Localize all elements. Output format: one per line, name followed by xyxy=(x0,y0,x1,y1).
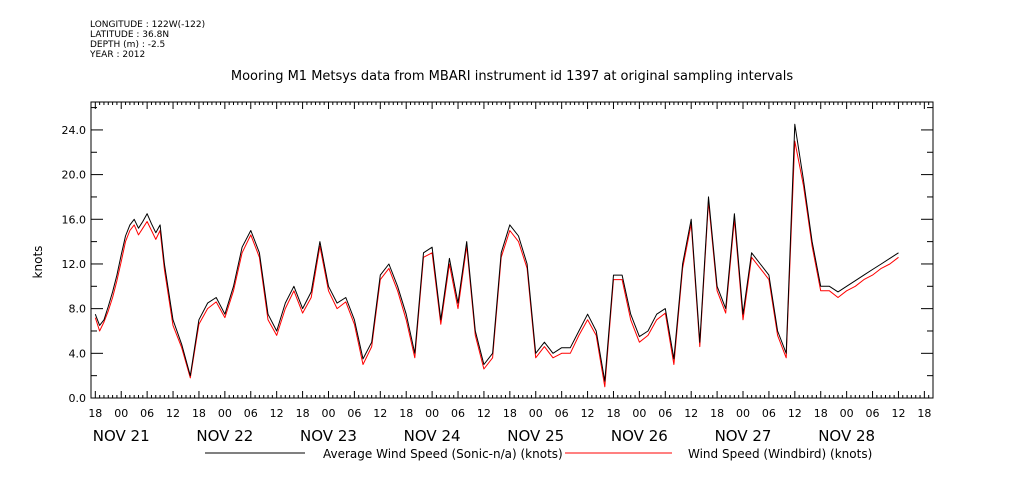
longitude-label: LONGITUDE : 122W(-122) xyxy=(90,20,206,30)
x-hour-tick-label: 18 xyxy=(814,407,828,420)
x-hour-tick-label: 12 xyxy=(891,407,905,420)
station-metadata: LONGITUDE : 122W(-122) LATITUDE : 36.8N … xyxy=(90,20,205,60)
x-hour-tick-label: 12 xyxy=(373,407,387,420)
x-hour-tick-label: 06 xyxy=(555,407,569,420)
x-hour-tick-label: 12 xyxy=(270,407,284,420)
y-tick-label: 16.0 xyxy=(62,213,87,226)
plot-frame xyxy=(90,101,934,399)
x-hour-tick-label: 06 xyxy=(347,407,361,420)
x-hour-tick-label: 00 xyxy=(632,407,646,420)
series-layer xyxy=(94,123,899,388)
x-hour-tick-label: 12 xyxy=(477,407,491,420)
x-hour-tick-label: 00 xyxy=(114,407,128,420)
x-day-tick-label: NOV 24 xyxy=(404,427,461,445)
x-day-tick-label: NOV 21 xyxy=(93,427,150,445)
x-hour-tick-label: 00 xyxy=(425,407,439,420)
y-tick-label: 8.0 xyxy=(69,303,87,316)
y-tick-label: 24.0 xyxy=(62,124,87,137)
x-hour-tick-label: 12 xyxy=(166,407,180,420)
y-tick-label: 20.0 xyxy=(62,169,87,182)
x-hour-tick-label: 00 xyxy=(736,407,750,420)
legend-label-average: Average Wind Speed (Sonic-n/a) (knots) xyxy=(323,447,563,461)
x-hour-tick-label: 18 xyxy=(606,407,620,420)
x-hour-tick-label: 06 xyxy=(866,407,880,420)
x-hour-tick-label: 18 xyxy=(710,407,724,420)
latitude-label: LATITUDE : 36.8N xyxy=(90,30,170,40)
x-hour-tick-label: 12 xyxy=(788,407,802,420)
x-hour-tick-label: 00 xyxy=(321,407,335,420)
x-day-tick-label: NOV 26 xyxy=(611,427,668,445)
x-day-tick-label: NOV 23 xyxy=(300,427,357,445)
x-day-tick-label: NOV 25 xyxy=(507,427,564,445)
x-hour-tick-label: 18 xyxy=(296,407,310,420)
x-day-tick-label: NOV 27 xyxy=(715,427,772,445)
x-hour-tick-label: 18 xyxy=(503,407,517,420)
x-hour-tick-label: 18 xyxy=(917,407,931,420)
y-tick-label: 12.0 xyxy=(62,258,87,271)
x-hour-tick-label: 18 xyxy=(399,407,413,420)
x-day-tick-label: NOV 28 xyxy=(818,427,875,445)
x-hour-tick-label: 12 xyxy=(581,407,595,420)
y-tick-label: 0.0 xyxy=(69,392,87,405)
x-hour-tick-label: 06 xyxy=(658,407,672,420)
x-hour-tick-label: 18 xyxy=(88,407,102,420)
legend: Average Wind Speed (Sonic-n/a) (knots) W… xyxy=(205,447,872,461)
x-hour-tick-label: 06 xyxy=(244,407,258,420)
x-hour-tick-label: 00 xyxy=(218,407,232,420)
axes: 18 00 06 12 18 00 06 12 18 00 06 12 18 00 06 12 18 00 06 12… xyxy=(62,101,934,445)
x-hour-tick-label: 18 xyxy=(192,407,206,420)
x-hour-tick-label: 00 xyxy=(529,407,543,420)
x-day-tick-label: NOV 22 xyxy=(196,427,253,445)
series-line-average-wind-speed xyxy=(94,123,899,382)
chart-title: Mooring M1 Metsys data from MBARI instru… xyxy=(231,69,793,84)
y-axis-label: knots xyxy=(31,246,45,279)
series-line-windbird-wind-speed xyxy=(94,140,899,388)
x-hour-tick-label: 12 xyxy=(684,407,698,420)
x-hour-tick-label: 06 xyxy=(762,407,776,420)
x-hour-tick-label: 00 xyxy=(840,407,854,420)
year-label: YEAR : 2012 xyxy=(90,50,146,60)
x-hour-tick-label: 06 xyxy=(451,407,465,420)
x-hour-tick-label: 06 xyxy=(140,407,154,420)
depth-label: DEPTH (m) : -2.5 xyxy=(90,40,166,50)
legend-label-windbird: Wind Speed (Windbird) (knots) xyxy=(688,447,872,461)
y-tick-label: 4.0 xyxy=(69,347,87,360)
